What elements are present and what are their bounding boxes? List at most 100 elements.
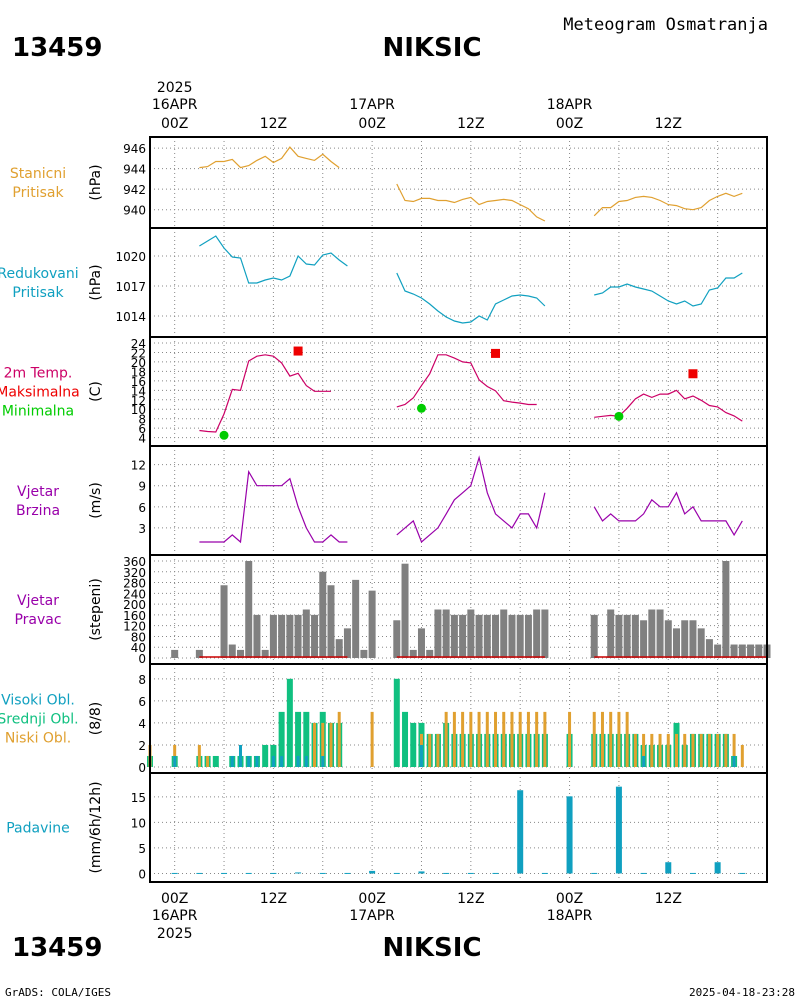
panels: 940942944946(hPa)StanicniPritisak1014101… [0, 136, 771, 883]
bar [245, 561, 253, 658]
cloud-bar [238, 744, 242, 767]
cloud-bar [526, 711, 530, 767]
bar [640, 620, 648, 658]
time-axis-bottom: 00Z 12Z 00Z 12Z 00Z 12Z 16APR 17APR 18APR 2025 [152, 891, 682, 942]
axis-day-top: 16APR [152, 97, 198, 113]
cloud-bar [617, 711, 621, 767]
cloud-bar [247, 755, 251, 767]
bar [755, 644, 763, 658]
cloud-bar [600, 711, 604, 767]
y-tick-label: 3 [138, 522, 146, 536]
cloud-bar [633, 733, 637, 767]
y-tick-label: 12 [131, 394, 146, 408]
bar [294, 614, 302, 658]
credit-text: GrADS: COLA/IGES [5, 986, 111, 999]
bar [459, 614, 467, 658]
y-tick-label: 200 [123, 598, 146, 612]
series-line [594, 272, 743, 307]
cloud-bar [732, 733, 736, 767]
axis-day-bottom: 16APR [152, 908, 198, 924]
axis-hour-bottom: 12Z [457, 891, 484, 907]
cloud-bar [658, 733, 662, 767]
panel-label: Vjetar [17, 593, 59, 609]
bar [352, 579, 360, 658]
cloud-bar [642, 733, 646, 767]
y-tick-label: 6 [138, 422, 146, 436]
bar [228, 644, 236, 658]
y-tick-label: 22 [131, 346, 146, 360]
bar [615, 614, 623, 658]
bar [195, 649, 203, 658]
bar [270, 872, 277, 874]
y-tick-label: 40 [131, 641, 146, 655]
bar [591, 872, 598, 874]
y-tick-label: 0 [138, 761, 146, 775]
cloud-bar [337, 711, 341, 767]
axis-hour-top: 12Z [260, 116, 287, 132]
bar [418, 871, 425, 874]
cloud-bar [295, 711, 302, 767]
axis-hour-top: 00Z [358, 116, 385, 132]
cloud-bar [485, 711, 489, 767]
y-tick-label: 0 [138, 652, 146, 666]
y-tick-label: 10 [131, 403, 146, 417]
bar [196, 872, 203, 874]
cloud-bar [313, 722, 317, 767]
cloud-bar [280, 755, 284, 767]
panel-clouds: 0 2 4 6 8 (8/8) Visoki Obl. Srednji Obl. Niski O… [0, 663, 768, 775]
cloud-bar [262, 744, 269, 767]
cloud-bar [436, 733, 440, 767]
y-tick-label: 240 [123, 587, 146, 601]
y-tick-label: 12 [131, 459, 146, 473]
cloud-bar [402, 711, 409, 767]
bar [360, 649, 368, 658]
cloud-bar [469, 711, 473, 767]
panel-label: Padavine [6, 821, 70, 837]
y-tick-label: 0 [138, 867, 146, 881]
axis-hour-top: 00Z [161, 116, 188, 132]
bar [664, 620, 672, 658]
y-tick-label: 8 [138, 413, 146, 427]
y-tick-label: 280 [123, 577, 146, 591]
panel-frame [149, 445, 768, 556]
series-line [593, 491, 743, 537]
y-tick-label: 80 [131, 630, 146, 644]
cloud-bar [321, 722, 325, 767]
cloud-bar [278, 711, 285, 767]
y-tick-label: 6 [138, 501, 146, 515]
y-tick-label: 15 [131, 791, 146, 805]
cloud-bar [609, 711, 613, 767]
bar [516, 614, 524, 658]
bar [648, 609, 656, 658]
bar [541, 872, 548, 874]
panel-frame [149, 227, 768, 338]
bar [714, 644, 722, 658]
bar [739, 872, 746, 874]
panel-mslp: 1014 1017 1020 (hPa) Redukovani Pritisak [0, 227, 768, 338]
y-tick-label: 8 [138, 673, 146, 687]
bar [747, 644, 755, 658]
cloud-bar [419, 744, 423, 767]
marker-min [416, 403, 426, 413]
bar [714, 862, 721, 874]
unit-label: (mm/6h/12h) [88, 781, 104, 873]
cloud-bar [197, 744, 201, 767]
bar [631, 614, 639, 658]
bar [730, 644, 738, 658]
marker-max [688, 369, 698, 379]
cloud-bar [535, 711, 539, 767]
panel-precip: 0 5 10 15 (mm/6h/12h) Padavine [6, 772, 768, 883]
bar [236, 649, 244, 658]
axis-hour-top: 00Z [556, 116, 583, 132]
y-tick-label: 1014 [115, 310, 146, 324]
axis-hour-bottom: 12Z [655, 891, 682, 907]
bar [590, 614, 598, 658]
bar [467, 872, 474, 874]
bar [442, 609, 450, 658]
bar [443, 872, 450, 874]
bar [335, 639, 343, 658]
bar [286, 614, 294, 658]
bar [517, 790, 524, 874]
bar [607, 609, 615, 658]
